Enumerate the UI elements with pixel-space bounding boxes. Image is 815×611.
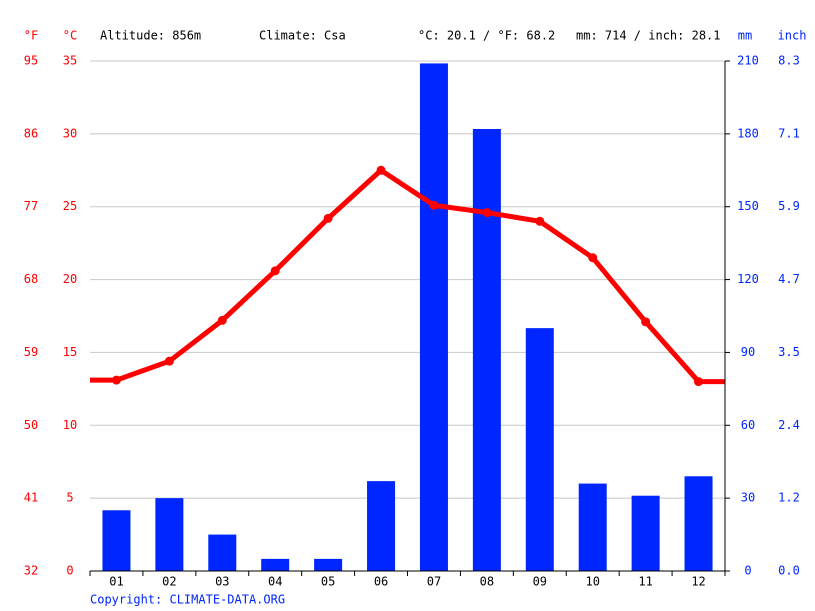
y2-tick-label-inch: 7.1 bbox=[778, 126, 800, 140]
y-tick-label-f: 95 bbox=[24, 54, 38, 68]
line-point bbox=[641, 317, 651, 327]
bar bbox=[261, 558, 290, 571]
y-tick-label-f: 50 bbox=[24, 418, 38, 432]
y2-tick-label-inch: 3.5 bbox=[778, 345, 800, 359]
y2-tick-label-inch: 2.4 bbox=[778, 418, 800, 432]
info-precip: mm: 714 / inch: 28.1 bbox=[576, 29, 721, 43]
bar bbox=[472, 129, 501, 571]
y-tick-label-f: 86 bbox=[24, 126, 38, 140]
copyright: Copyright: CLIMATE-DATA.ORG bbox=[90, 593, 285, 607]
y-tick-label: 25 bbox=[63, 199, 77, 213]
bar bbox=[684, 476, 713, 571]
y2-tick-label: 60 bbox=[741, 418, 755, 432]
unit-f: °F bbox=[24, 29, 38, 43]
bar bbox=[102, 510, 131, 571]
x-tick-label: 11 bbox=[638, 575, 652, 589]
y2-tick-label-inch: 4.7 bbox=[778, 272, 800, 286]
x-tick-label: 04 bbox=[268, 575, 282, 589]
bar bbox=[525, 328, 554, 571]
info-climate: Climate: Csa bbox=[259, 29, 346, 43]
x-tick-label: 08 bbox=[480, 575, 494, 589]
y2-tick-label-inch: 1.2 bbox=[778, 491, 800, 505]
y-tick-label: 20 bbox=[63, 272, 77, 286]
y2-tick-label: 180 bbox=[737, 126, 759, 140]
y2-tick-label: 210 bbox=[737, 54, 759, 68]
y-tick-label-f: 68 bbox=[24, 272, 38, 286]
y-tick-label-f: 77 bbox=[24, 199, 38, 213]
y2-tick-label-inch: 5.9 bbox=[778, 199, 800, 213]
y-tick-label: 30 bbox=[63, 126, 77, 140]
x-tick-label: 07 bbox=[427, 575, 441, 589]
y2-tick-label-inch: 0.0 bbox=[778, 564, 800, 578]
line-point bbox=[164, 356, 174, 366]
bar bbox=[367, 481, 396, 571]
y2-tick-label: 90 bbox=[741, 345, 755, 359]
y-tick-label-f: 59 bbox=[24, 345, 38, 359]
y-tick-label: 5 bbox=[66, 491, 73, 505]
x-tick-label: 12 bbox=[691, 575, 705, 589]
bar bbox=[155, 498, 184, 571]
line-point bbox=[217, 315, 227, 325]
y2-tick-label-inch: 8.3 bbox=[778, 54, 800, 68]
x-tick-label: 03 bbox=[215, 575, 229, 589]
unit-c: °C bbox=[63, 29, 77, 43]
x-tick-label: 02 bbox=[162, 575, 176, 589]
bar bbox=[631, 495, 660, 571]
line-point bbox=[270, 266, 280, 276]
y2-tick-label: 30 bbox=[741, 491, 755, 505]
unit-inch: inch bbox=[778, 29, 807, 43]
x-tick-label: 01 bbox=[109, 575, 123, 589]
line-point bbox=[323, 213, 333, 223]
line-point bbox=[429, 200, 439, 210]
line-point bbox=[535, 216, 545, 226]
info-temp: °C: 20.1 / °F: 68.2 bbox=[418, 29, 555, 43]
line-point bbox=[694, 377, 704, 387]
y-tick-label-f: 41 bbox=[24, 491, 38, 505]
y2-tick-label: 150 bbox=[737, 199, 759, 213]
info-altitude: Altitude: 856m bbox=[100, 29, 201, 43]
line-point bbox=[376, 165, 386, 175]
y-tick-label-f: 32 bbox=[24, 564, 38, 578]
line-point bbox=[111, 375, 121, 385]
line-point bbox=[482, 208, 492, 218]
unit-mm: mm bbox=[738, 29, 752, 43]
y-tick-label: 35 bbox=[63, 54, 77, 68]
x-tick-label: 06 bbox=[374, 575, 388, 589]
bar bbox=[578, 483, 607, 571]
line-point bbox=[588, 253, 598, 263]
x-tick-label: 09 bbox=[533, 575, 547, 589]
y-tick-label: 0 bbox=[66, 564, 73, 578]
y-tick-label: 15 bbox=[63, 345, 77, 359]
bar bbox=[314, 558, 343, 571]
y-tick-label: 10 bbox=[63, 418, 77, 432]
x-tick-label: 05 bbox=[321, 575, 335, 589]
bar bbox=[208, 534, 237, 571]
x-tick-label: 10 bbox=[585, 575, 599, 589]
line bbox=[115, 167, 701, 384]
y2-tick-label: 120 bbox=[737, 272, 759, 286]
bar bbox=[419, 63, 448, 572]
y2-tick-label: 0 bbox=[744, 564, 751, 578]
